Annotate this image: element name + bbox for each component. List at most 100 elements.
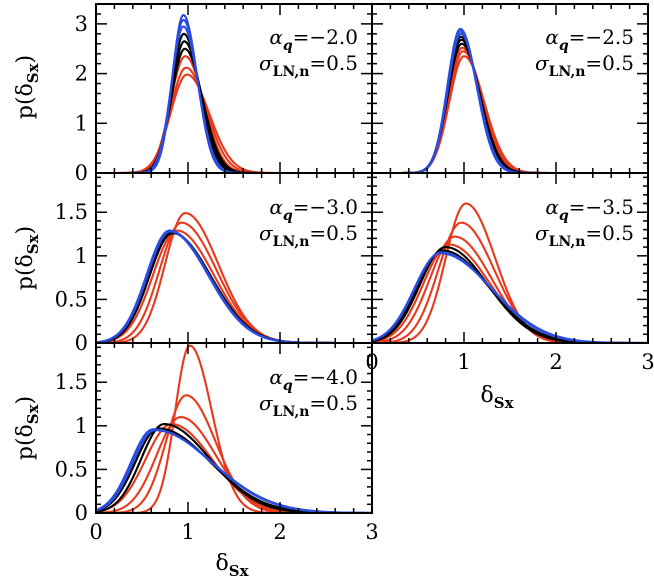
sigma-label: σLN,n=0.5 — [535, 221, 634, 250]
y-tick-label: 0 — [75, 501, 88, 525]
y-tick-label: 0 — [75, 331, 88, 355]
sigma-symbol: σ — [259, 51, 274, 75]
x-axis-label-sub: Sx — [229, 562, 250, 580]
y-tick-label: 0.5 — [55, 287, 88, 311]
y-tick-label: 1 — [75, 244, 88, 268]
sigma-label: σLN,n=0.5 — [259, 221, 358, 250]
y-tick-label: 1 — [75, 111, 88, 135]
y-axis-label-suffix: ) — [13, 396, 38, 405]
series-line-red-2 — [96, 66, 372, 173]
y-axis-label-prefix: p(δ — [13, 254, 38, 290]
y-axis-label-sub: Sx — [24, 62, 42, 83]
panels-group: 0123αq=−2.0σLN,n=0.5αq=−2.5σLN,n=0.500.5… — [55, 3, 654, 544]
alpha-symbol: α — [269, 195, 283, 219]
sigma-symbol: σ — [535, 221, 550, 245]
y-axis-label-panel-a: p(δSx) — [13, 55, 42, 119]
alpha-value: =−2.5 — [569, 25, 634, 49]
series-line-blue-1 — [96, 429, 372, 513]
sigma-value: =0.5 — [309, 221, 358, 245]
sigma-sub: LN,n — [273, 404, 310, 420]
x-tick-label: 3 — [641, 350, 654, 374]
series-line-red-1 — [372, 202, 648, 343]
x-tick-label: 0 — [89, 520, 102, 544]
sigma-label: σLN,n=0.5 — [535, 51, 634, 80]
x-axis-label-panel-d: δSx — [480, 383, 514, 412]
x-tick-label: 2 — [549, 350, 562, 374]
y-axis-label-suffix: ) — [13, 55, 38, 64]
alpha-label: αq=−3.0 — [269, 195, 358, 224]
x-axis-label-sub: Sx — [494, 394, 515, 412]
sigma-value: =0.5 — [585, 221, 634, 245]
sigma-value: =0.5 — [309, 51, 358, 75]
y-tick-label: 2 — [75, 62, 88, 86]
x-tick-label: 1 — [457, 350, 470, 374]
alpha-sub: q — [283, 208, 293, 224]
x-axis-label-symbol: δ — [480, 383, 493, 408]
sigma-label: σLN,n=0.5 — [259, 51, 358, 80]
sigma-label: σLN,n=0.5 — [259, 391, 358, 420]
alpha-label: αq=−3.5 — [545, 195, 634, 224]
y-tick-label: 1 — [75, 414, 88, 438]
alpha-label: αq=−2.5 — [545, 25, 634, 54]
alpha-sub: q — [283, 378, 293, 394]
plot-frame — [95, 342, 373, 514]
alpha-value: =−3.5 — [569, 195, 634, 219]
y-axis-label-panel-e: p(δSx) — [13, 396, 42, 460]
series-line-black-1 — [96, 423, 372, 513]
y-tick-label: 1.5 — [55, 370, 88, 394]
alpha-symbol: α — [269, 365, 283, 389]
sigma-sub: LN,n — [273, 234, 310, 250]
series-line-red-1 — [96, 73, 372, 173]
plot-frame — [371, 172, 649, 344]
x-tick-label: 1 — [181, 520, 194, 544]
sigma-sub: LN,n — [273, 64, 310, 80]
y-tick-label: 0 — [75, 161, 88, 185]
y-ticks: 0 0.5 1 1.5 — [55, 176, 372, 355]
alpha-value: =−3.0 — [293, 195, 358, 219]
y-ticks — [372, 176, 648, 344]
axis-labels-group: p(δSx) p(δSx) p(δSx) δSx δSx — [13, 55, 515, 580]
sigma-value: =0.5 — [585, 51, 634, 75]
y-axis-label-prefix: p(δ — [13, 424, 38, 460]
y-tick-label: 0.5 — [55, 457, 88, 481]
sigma-sub: LN,n — [549, 64, 586, 80]
alpha-value: =−2.0 — [293, 25, 358, 49]
alpha-value: =−4.0 — [293, 365, 358, 389]
alpha-label: αq=−2.0 — [269, 25, 358, 54]
alpha-sub: q — [283, 38, 293, 54]
sigma-symbol: σ — [535, 51, 550, 75]
y-axis-label-suffix: ) — [13, 226, 38, 235]
series-line-blue-2 — [96, 428, 372, 513]
sigma-value: =0.5 — [309, 391, 358, 415]
alpha-symbol: α — [269, 25, 283, 49]
sigma-sub: LN,n — [549, 234, 586, 250]
alpha-sub: q — [559, 38, 569, 54]
y-axis-label-prefix: p(δ — [13, 83, 38, 119]
y-tick-label: 3 — [75, 12, 88, 36]
series-line-black-2 — [96, 427, 372, 513]
alpha-symbol: α — [545, 25, 559, 49]
sigma-symbol: σ — [259, 221, 274, 245]
alpha-label: αq=−4.0 — [269, 365, 358, 394]
x-tick-label: 2 — [273, 520, 286, 544]
x-tick-label: 3 — [365, 520, 378, 544]
x-axis-label-panel-e: δSx — [215, 551, 249, 580]
x-axis-label-symbol: δ — [215, 551, 228, 576]
alpha-symbol: α — [545, 195, 559, 219]
alpha-sub: q — [559, 208, 569, 224]
y-tick-label: 1.5 — [55, 200, 88, 224]
y-axis-label-sub: Sx — [24, 403, 42, 424]
y-axis-label-sub: Sx — [24, 233, 42, 254]
y-ticks: 0 0.5 1 1.5 — [55, 346, 372, 525]
